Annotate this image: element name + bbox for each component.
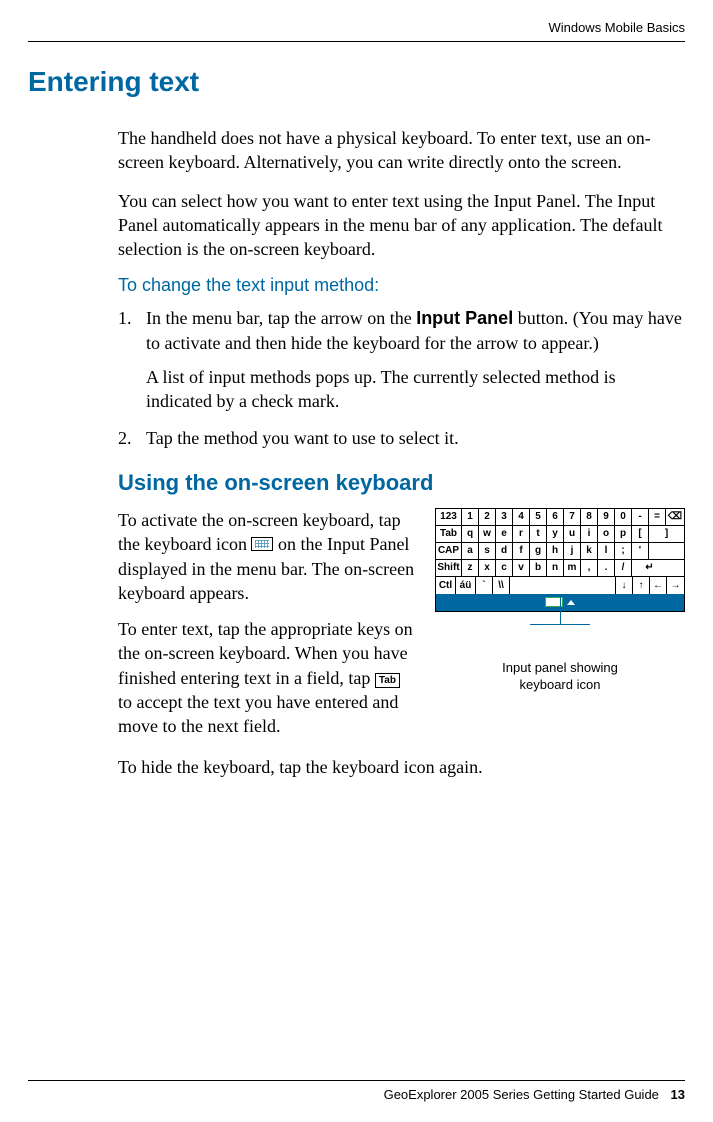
intro-para-1: The handheld does not have a physical ke… xyxy=(118,126,685,175)
key: t xyxy=(530,526,547,542)
step-number: 1. xyxy=(118,306,146,355)
step-text: Tap the method you want to use to select… xyxy=(146,426,685,450)
key: Tab xyxy=(436,526,462,542)
key: 6 xyxy=(547,509,564,525)
key: 7 xyxy=(564,509,581,525)
key: r xyxy=(513,526,530,542)
callout-line xyxy=(435,612,685,636)
key xyxy=(649,543,684,559)
key: ] xyxy=(649,526,684,542)
key: u xyxy=(564,526,581,542)
enter-text-para: To enter text, tap the appropriate keys … xyxy=(118,617,417,738)
key: p xyxy=(615,526,632,542)
key: c xyxy=(496,560,513,576)
steps-list: 1. In the menu bar, tap the arrow on the… xyxy=(118,306,685,355)
keyboard-row: Ctláü`\\ ↓↑←→ xyxy=(436,577,684,594)
key: x xyxy=(479,560,496,576)
two-column-section: To activate the on-screen keyboard, tap … xyxy=(118,508,685,751)
key: g xyxy=(530,543,547,559)
key: \\ xyxy=(493,577,510,594)
key: ↑ xyxy=(633,577,650,594)
footer-rule xyxy=(28,1080,685,1081)
key: i xyxy=(581,526,598,542)
activate-para: To activate the on-screen keyboard, tap … xyxy=(118,508,417,605)
key: 4 xyxy=(513,509,530,525)
key: ↵ xyxy=(632,560,667,576)
key: q xyxy=(462,526,479,542)
key: - xyxy=(632,509,649,525)
key: CAP xyxy=(436,543,462,559)
key: = xyxy=(649,509,666,525)
step-number: 2. xyxy=(118,426,146,450)
key: s xyxy=(479,543,496,559)
heading-2: Using the on-screen keyboard xyxy=(118,470,685,496)
procedure-heading: To change the text input method: xyxy=(118,275,685,296)
keyboard-row: 1231234567890-=⌫ xyxy=(436,509,684,526)
key: ; xyxy=(615,543,632,559)
footer-text: GeoExplorer 2005 Series Getting Started … xyxy=(28,1087,685,1102)
key: ' xyxy=(632,543,649,559)
key: z xyxy=(462,560,479,576)
key: l xyxy=(598,543,615,559)
right-column-figure: 1231234567890-=⌫Tabqwertyuiop[]CAPasdfgh… xyxy=(435,508,685,751)
step-1-continuation: A list of input methods pops up. The cur… xyxy=(146,365,685,414)
key: v xyxy=(513,560,530,576)
keyboard-row: CAPasdfghjkl;' xyxy=(436,543,684,560)
key: m xyxy=(564,560,581,576)
key: Shift xyxy=(436,560,462,576)
key: , xyxy=(581,560,598,576)
tab-key-icon: Tab xyxy=(375,673,400,689)
key: j xyxy=(564,543,581,559)
running-header: Windows Mobile Basics xyxy=(28,20,685,35)
key: 8 xyxy=(581,509,598,525)
key: f xyxy=(513,543,530,559)
key: ` xyxy=(476,577,493,594)
key: b xyxy=(530,560,547,576)
footer: GeoExplorer 2005 Series Getting Started … xyxy=(28,1080,685,1102)
step-2: 2. Tap the method you want to use to sel… xyxy=(118,426,685,450)
up-triangle-icon xyxy=(567,600,575,605)
keyboard-icon xyxy=(251,537,273,551)
key: n xyxy=(547,560,564,576)
left-column: To activate the on-screen keyboard, tap … xyxy=(118,508,417,751)
key: 9 xyxy=(598,509,615,525)
heading-1: Entering text xyxy=(28,66,685,98)
page-number: 13 xyxy=(671,1087,685,1102)
steps-list-2: 2. Tap the method you want to use to sel… xyxy=(118,426,685,450)
key: 5 xyxy=(530,509,547,525)
key: . xyxy=(598,560,615,576)
key: ⌫ xyxy=(666,509,684,525)
key: ← xyxy=(650,577,667,594)
keyboard-row: Shiftzxcvbnm,./↵ xyxy=(436,560,684,577)
page: Windows Mobile Basics Entering text The … xyxy=(0,0,713,1122)
intro-para-2: You can select how you want to enter tex… xyxy=(118,189,685,262)
key: y xyxy=(547,526,564,542)
key: Ctl xyxy=(436,577,456,594)
key: d xyxy=(496,543,513,559)
key: / xyxy=(615,560,632,576)
key: 3 xyxy=(496,509,513,525)
key: a xyxy=(462,543,479,559)
header-rule xyxy=(28,41,685,42)
key: 0 xyxy=(615,509,632,525)
step-text: In the menu bar, tap the arrow on the In… xyxy=(146,306,685,355)
key: 123 xyxy=(436,509,462,525)
input-panel-bold: Input Panel xyxy=(416,308,513,328)
step-1: 1. In the menu bar, tap the arrow on the… xyxy=(118,306,685,355)
key: k xyxy=(581,543,598,559)
key xyxy=(510,577,616,594)
key: ↓ xyxy=(616,577,633,594)
key: áü xyxy=(456,577,476,594)
key: o xyxy=(598,526,615,542)
key: h xyxy=(547,543,564,559)
keyboard-row: Tabqwertyuiop[] xyxy=(436,526,684,543)
key: e xyxy=(496,526,513,542)
figure-caption: Input panel showing keyboard icon xyxy=(435,660,685,694)
key: 1 xyxy=(462,509,479,525)
hide-keyboard-para: To hide the keyboard, tap the keyboard i… xyxy=(118,755,685,779)
key: 2 xyxy=(479,509,496,525)
key: → xyxy=(667,577,684,594)
key: [ xyxy=(632,526,649,542)
key: w xyxy=(479,526,496,542)
